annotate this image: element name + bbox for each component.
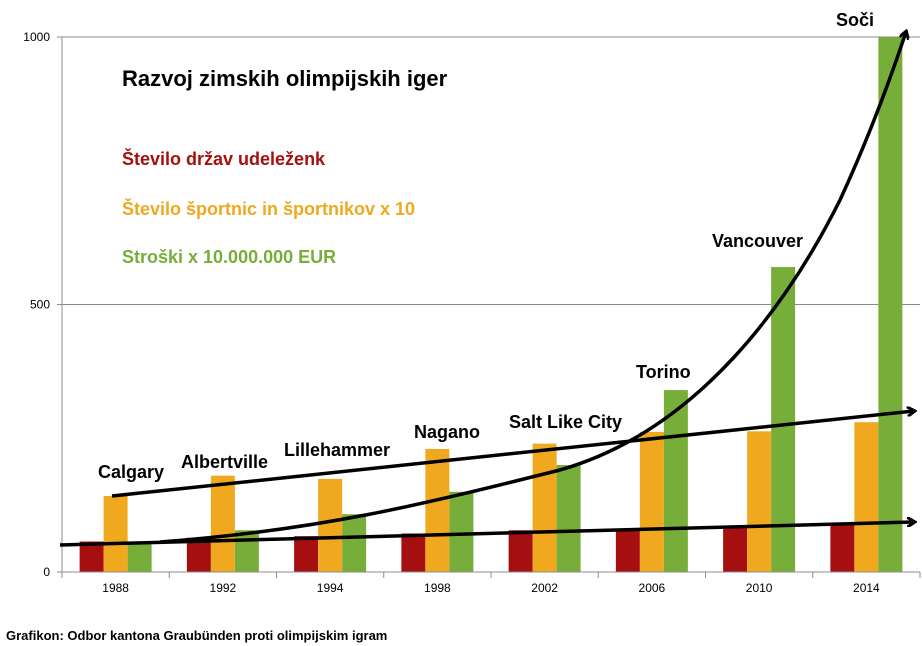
y-tick-label: 1000 <box>23 30 50 44</box>
source-caption: Grafikon: Odbor kantona Graubünden proti… <box>6 628 388 643</box>
bar <box>747 431 772 572</box>
bar <box>127 544 152 572</box>
x-tick-label: 2002 <box>531 581 558 595</box>
legend: Število držav udeleženk Število športnic … <box>122 148 415 267</box>
city-label: Lillehammer <box>284 440 390 460</box>
bar <box>425 448 450 572</box>
y-axis: 0 500 1000 <box>23 30 63 579</box>
x-tick-label: 1998 <box>424 581 451 595</box>
city-label: Salt Like City <box>509 412 622 432</box>
legend-entry: Število športnic in športnikov x 10 <box>122 198 415 219</box>
bar <box>210 475 235 572</box>
bar <box>830 524 855 572</box>
legend-entry: Stroški x 10.000.000 EUR <box>122 247 336 267</box>
bar <box>103 496 128 572</box>
legend-entry: Število držav udeleženk <box>122 148 326 169</box>
x-tick-label: 2014 <box>853 581 880 595</box>
trend-arrow-athletes <box>111 411 914 498</box>
x-tick-label: 1992 <box>210 581 237 595</box>
city-label: Calgary <box>98 462 164 482</box>
city-label: Soči <box>836 10 874 30</box>
y-tick-label: 0 <box>43 565 50 579</box>
bar <box>508 530 533 572</box>
city-label: Nagano <box>414 422 480 442</box>
bar <box>854 422 879 572</box>
bar <box>723 528 748 572</box>
bar <box>449 491 474 572</box>
x-tick-label: 1994 <box>317 581 344 595</box>
trend-arrow-costs <box>159 32 906 544</box>
trend-arrow-countries <box>59 522 914 547</box>
bar <box>401 533 426 572</box>
city-label: Albertville <box>181 452 268 472</box>
bar <box>186 537 211 572</box>
trend-arrows <box>59 32 914 547</box>
bar <box>556 465 581 572</box>
bar <box>639 431 664 572</box>
bar <box>663 390 688 572</box>
city-label: Vancouver <box>712 231 803 251</box>
city-label: Torino <box>636 362 691 382</box>
x-tick-label: 2010 <box>746 581 773 595</box>
bar <box>532 443 557 572</box>
bar <box>771 267 796 572</box>
chart-title: Razvoj zimskih olimpijskih iger <box>122 66 448 91</box>
bar <box>615 529 640 572</box>
bars <box>79 37 903 572</box>
bar <box>234 530 259 572</box>
city-labels: Calgary Albertville Lillehammer Nagano Salt … <box>98 10 874 482</box>
y-tick-label: 500 <box>30 298 50 312</box>
x-tick-label: 2006 <box>639 581 666 595</box>
x-tick-label: 1988 <box>102 581 129 595</box>
x-axis: 1988 1992 1994 1998 2002 2006 2010 2014 <box>61 571 921 595</box>
bar <box>342 514 367 572</box>
bar <box>878 37 903 572</box>
bar <box>294 536 319 572</box>
bar <box>79 541 104 572</box>
bar <box>318 478 343 572</box>
